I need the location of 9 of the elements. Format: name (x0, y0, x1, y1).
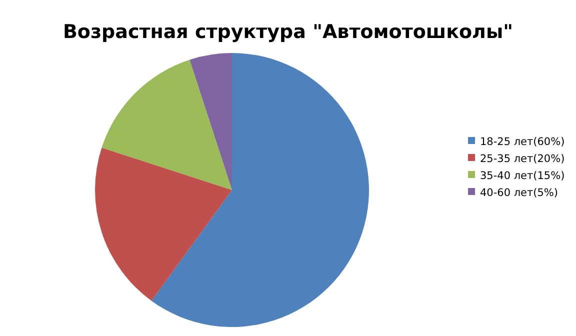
pie-slice (102, 60, 232, 190)
legend-label: 25-35 лет(20%) (480, 153, 565, 165)
pie-slice (190, 53, 232, 190)
pie-slice (95, 148, 232, 301)
legend-label: 35-40 лет(15%) (480, 170, 565, 182)
pie-slice (151, 53, 369, 327)
legend-label: 18-25 лет(60%) (480, 136, 565, 148)
chart-title: Возрастная структура "Автомотошколы" (62, 21, 514, 43)
legend-label: 40-60 лет(5%) (480, 187, 558, 199)
